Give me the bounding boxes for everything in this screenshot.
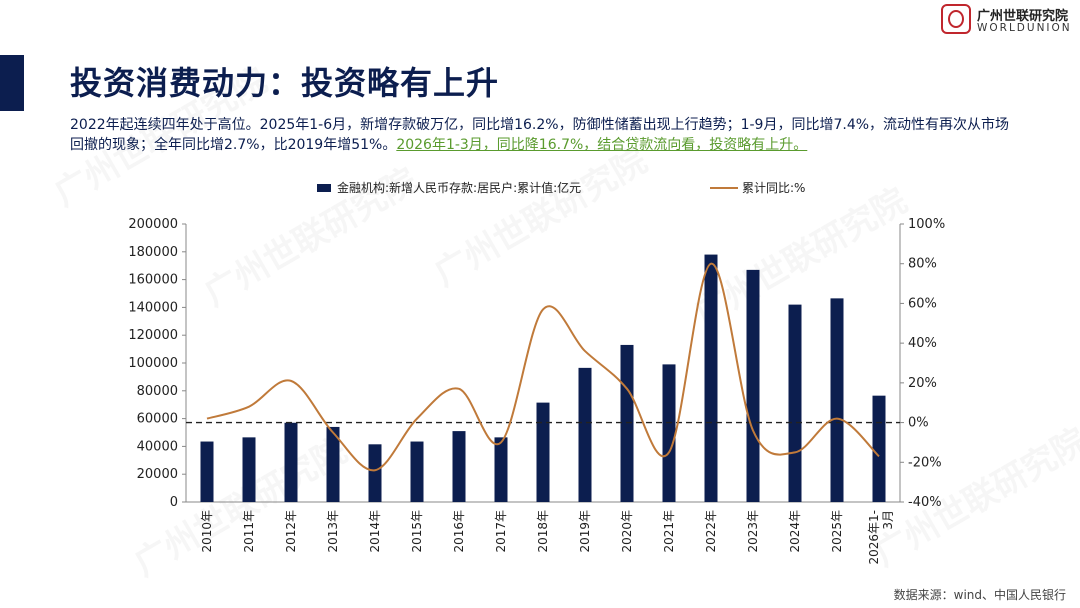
legend-swatch-bar xyxy=(317,184,331,192)
logo-name-en: WORLDUNION xyxy=(977,22,1072,34)
bar xyxy=(368,444,382,502)
description-main: 2022年起连续四年处于高位。2025年1-6月，新增存款破万亿，同比增16.2… xyxy=(70,117,1010,153)
bar xyxy=(536,402,550,502)
description: 2022年起连续四年处于高位。2025年1-6月，新增存款破万亿，同比增16.2… xyxy=(70,115,1020,155)
x-tick-label: 2020年 xyxy=(620,510,634,553)
bar xyxy=(662,364,676,502)
line-series xyxy=(186,262,900,472)
x-axis-labels: 2010年 2011年 2012年 2013年 2014年 2015年 2016年 2017年… xyxy=(200,510,895,565)
y-left-tick-label: 160000 xyxy=(128,273,178,288)
y-right-tick-label: -40% xyxy=(908,495,942,510)
title-accent-bar xyxy=(0,55,24,111)
y-left-tick-label: 20000 xyxy=(137,467,178,482)
y-left-tick-label: 40000 xyxy=(137,439,178,454)
y-left-tick-label: 60000 xyxy=(137,412,178,427)
x-tick-label: 2014年 xyxy=(368,510,382,553)
x-tick-label: 2015年 xyxy=(410,510,424,553)
bar xyxy=(326,426,340,502)
yoy-line xyxy=(206,262,880,472)
y-right-tick-label: 40% xyxy=(908,336,937,351)
y-left-tick-label: 80000 xyxy=(137,384,178,399)
bar xyxy=(830,298,844,502)
y-left-tick-label: 200000 xyxy=(128,217,178,232)
y-right-tick-label: 60% xyxy=(908,296,937,311)
brand-logo: 广州世联研究院 WORLDUNION xyxy=(941,4,1073,38)
legend-label-line: 累计同比:% xyxy=(742,181,805,195)
bar xyxy=(284,422,298,502)
bar xyxy=(788,304,802,502)
x-tick-label: 2025年 xyxy=(830,510,844,553)
bar xyxy=(452,431,466,502)
bar xyxy=(410,441,424,502)
x-tick-label: 2017年 xyxy=(494,510,508,553)
bar xyxy=(578,367,592,502)
y-right-tick-label: 0% xyxy=(908,416,929,431)
x-tick-label: 2011年 xyxy=(242,510,256,553)
bar xyxy=(242,437,256,502)
logo-name-cn: 广州世联研究院 xyxy=(977,9,1069,24)
x-tick-label: 2010年 xyxy=(200,510,214,553)
bar-series xyxy=(200,254,886,502)
legend-label-bar: 金融机构:新增人民币存款:居民户:累计值:亿元 xyxy=(337,180,581,195)
x-tick-label: 2012年 xyxy=(284,510,298,553)
bar xyxy=(704,254,718,502)
y-left-tick-label: 180000 xyxy=(128,245,178,260)
bar xyxy=(200,441,214,502)
y-left-tick-label: 120000 xyxy=(128,328,178,343)
y-right-tick-label: 20% xyxy=(908,376,937,391)
y-left-tick-label: 0 xyxy=(170,495,178,510)
chart-legend: 金融机构:新增人民币存款:居民户:累计值:亿元 累计同比:% xyxy=(317,180,805,195)
page-title: 投资消费动力：投资略有上升 xyxy=(70,64,500,102)
y-left-tick-label: 140000 xyxy=(128,300,178,315)
x-tick-label: 2023年 xyxy=(746,510,760,553)
y-right-tick-label: -20% xyxy=(908,455,942,470)
bar xyxy=(746,269,760,502)
x-tick-label: 2021年 xyxy=(662,510,676,553)
x-tick-label: 2013年 xyxy=(326,510,340,553)
x-tick-label: 2019年 xyxy=(578,510,592,553)
y-right-tick-label: 80% xyxy=(908,257,937,272)
y-left-tick-label: 100000 xyxy=(128,356,178,371)
bar xyxy=(872,395,886,502)
x-tick-label: 2022年 xyxy=(704,510,718,553)
x-tick-label: 2016年 xyxy=(452,510,466,553)
x-tick-label: 2024年 xyxy=(788,510,802,553)
logo-icon xyxy=(941,4,971,34)
x-tick-label-cont: 3月 xyxy=(881,510,895,530)
chart-axes: 0 20000 40000 60000 80000 100000 120000 140000 1… xyxy=(128,217,945,510)
description-highlight: 2026年1-3月，同比降16.7%，结合贷款流向看，投资略有上升。 xyxy=(396,137,808,153)
x-tick-label: 2026年1- xyxy=(867,510,881,565)
source-note: 数据来源：wind、中国人民银行 xyxy=(893,588,1066,602)
x-tick-label: 2018年 xyxy=(536,510,550,553)
bar xyxy=(620,344,634,502)
bar xyxy=(494,437,508,502)
y-right-tick-label: 100% xyxy=(908,217,945,232)
